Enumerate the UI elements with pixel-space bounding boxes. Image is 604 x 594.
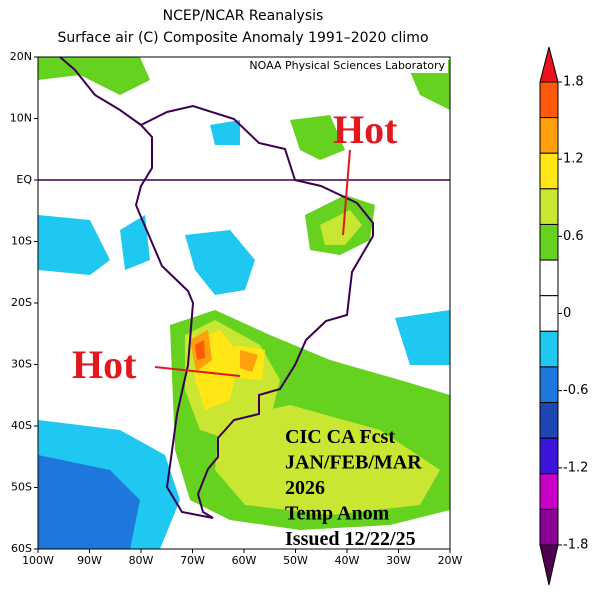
colorbar-segment	[539, 188, 559, 225]
colorbar-segment	[539, 473, 559, 510]
hot-label: Hot	[333, 107, 398, 152]
title: NCEP/NCAR Reanalysis	[163, 8, 324, 24]
forecast-line: 2026	[285, 477, 325, 499]
colorbar-label: 1.8	[563, 75, 584, 90]
lon-label: 30W	[386, 554, 411, 567]
lon-label: 50W	[283, 554, 308, 567]
lon-label: 40W	[335, 554, 360, 567]
colorbar-label: -1.8	[563, 538, 588, 553]
forecast-line: Temp Anom	[285, 503, 390, 525]
lat-label: 20N	[10, 50, 32, 63]
colorbar-segment	[539, 259, 559, 297]
colorbar: 1.8 1.2 0.6 0 -0.6 -1.2 -1.8	[539, 46, 588, 586]
lon-label: 90W	[77, 554, 102, 567]
lat-label: 30S	[11, 358, 32, 371]
colorbar-label: 0	[563, 306, 571, 321]
credit: NOAA Physical Sciences Laboratory	[249, 59, 445, 72]
colorbar-cap	[539, 46, 559, 83]
colorbar-segment	[539, 330, 559, 368]
lat-label: 40S	[11, 419, 32, 432]
lat-label: 20S	[11, 296, 32, 309]
map: NOAA Physical Sciences Laboratory	[37, 56, 451, 550]
colorbar-segment	[539, 152, 559, 190]
colorbar-segment	[539, 81, 559, 119]
lon-label: 20W	[438, 554, 463, 567]
colorbar-segment	[539, 223, 559, 261]
pointer-line	[342, 149, 351, 236]
forecast-line: Issued 12/22/25	[285, 528, 416, 550]
forecast-note: CIC CA Fcst JAN/FEB/MAR 2026 Temp Anom Issue…	[285, 426, 422, 550]
colorbar-segment	[539, 117, 559, 154]
colorbar-cap	[539, 544, 559, 586]
hot-label: Hot	[72, 342, 137, 387]
colorbar-label: 0.6	[563, 229, 584, 244]
lon-label: 100W	[22, 554, 54, 567]
colorbar-label: 1.2	[563, 152, 584, 167]
colorbar-label: -0.6	[563, 383, 588, 398]
lat-label: 60S	[11, 542, 32, 555]
lat-label: 50S	[11, 481, 32, 494]
colorbar-segment	[539, 402, 559, 439]
colorbar-label: -1.2	[563, 460, 588, 475]
lon-label: 70W	[180, 554, 205, 567]
subtitle: Surface air (C) Composite Anomaly 1991–2…	[57, 30, 428, 46]
colorbar-segment	[539, 437, 559, 475]
colorbar-segment	[539, 366, 559, 404]
colorbar-segment	[539, 295, 559, 332]
pointer-line	[154, 366, 241, 377]
lon-label: 80W	[129, 554, 154, 567]
lat-label: 10N	[10, 112, 32, 125]
lat-label: 10S	[11, 235, 32, 248]
lat-label: EQ	[16, 173, 32, 186]
colorbar-segment	[539, 508, 559, 546]
lon-label: 60W	[232, 554, 257, 567]
forecast-line: JAN/FEB/MAR	[285, 452, 422, 474]
forecast-line: CIC CA Fcst	[285, 426, 395, 448]
